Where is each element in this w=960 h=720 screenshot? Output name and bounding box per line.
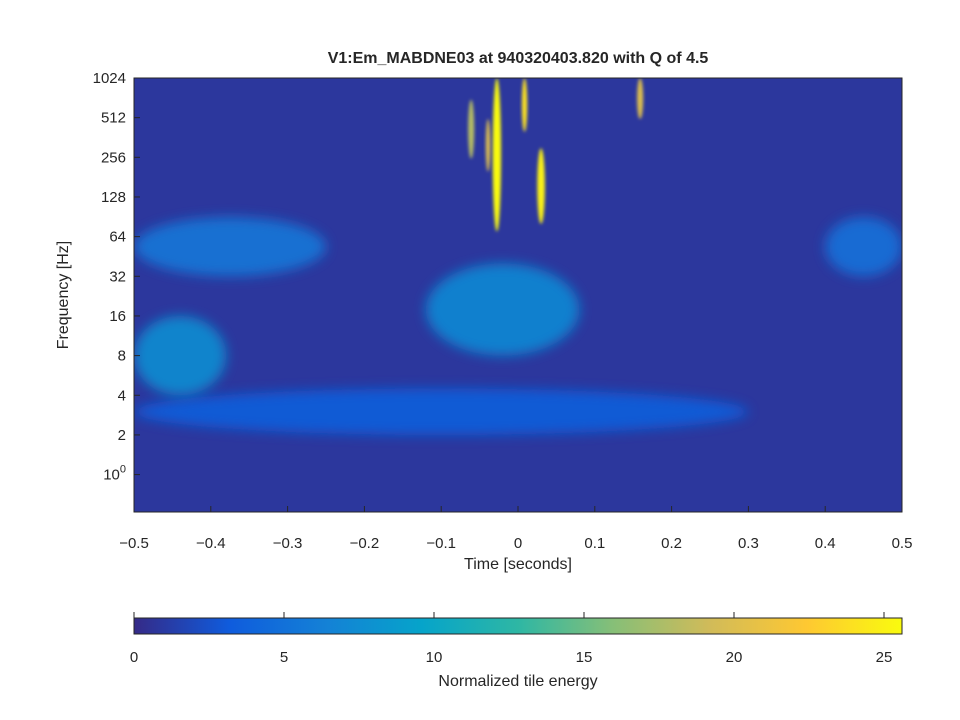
x-tick-label: 0.5 bbox=[892, 535, 913, 552]
colorbar-gradient bbox=[133, 617, 903, 635]
colorbar-tick-label: 20 bbox=[726, 649, 743, 666]
feature-blob-16Hz-center bbox=[425, 263, 580, 356]
colorbar-tick-label: 0 bbox=[130, 649, 138, 666]
feature-glitch-4 bbox=[637, 78, 644, 120]
spectrogram-plot bbox=[134, 78, 902, 512]
y-tick-label: 32 bbox=[109, 268, 126, 285]
y-tick-label: 512 bbox=[101, 110, 126, 127]
feature-blob-6Hz-left bbox=[134, 315, 227, 396]
y-tick-label: 128 bbox=[101, 189, 126, 206]
feature-glitch-2 bbox=[537, 148, 545, 224]
colorbar-tick-label: 10 bbox=[426, 649, 443, 666]
y-tick-label: 256 bbox=[101, 149, 126, 166]
x-axis-label: Time [seconds] bbox=[464, 556, 572, 573]
y-tick-label: 100 bbox=[103, 464, 126, 484]
colorbar-label: Normalized tile energy bbox=[438, 673, 597, 690]
x-tick-label: −0.4 bbox=[196, 535, 226, 552]
feature-glitch-5 bbox=[468, 99, 475, 159]
x-tick-label: 0.3 bbox=[738, 535, 759, 552]
x-tick-label: 0.4 bbox=[815, 535, 836, 552]
x-tick-label: 0.1 bbox=[584, 535, 605, 552]
y-tick-exponent: 0 bbox=[120, 464, 126, 476]
x-tick-label: 0 bbox=[514, 535, 522, 552]
colorbar-tick-label: 15 bbox=[576, 649, 593, 666]
colorbar-ticks: 0 5 10 15 20 25 bbox=[130, 612, 893, 666]
chart-title: V1:Em_MABDNE03 at 940320403.820 with Q o… bbox=[328, 50, 709, 67]
feature-low-band-2-4Hz bbox=[134, 388, 749, 435]
y-tick-label: 2 bbox=[118, 427, 126, 444]
colorbar: 0 5 10 15 20 25 Normalized tile energy bbox=[130, 612, 903, 690]
feature-band-40-64Hz-right bbox=[825, 217, 902, 277]
x-tick-label: −0.1 bbox=[426, 535, 456, 552]
colorbar-tick-label: 5 bbox=[280, 649, 288, 666]
y-axis-label: Frequency [Hz] bbox=[55, 241, 72, 349]
y-tick-label: 16 bbox=[109, 308, 126, 325]
colorbar-tick-label: 25 bbox=[876, 649, 893, 666]
feature-glitch-3 bbox=[521, 78, 528, 132]
y-tick-label: 64 bbox=[109, 229, 126, 246]
x-tick-label: 0.2 bbox=[661, 535, 682, 552]
x-axis-ticks: −0.5 −0.4 −0.3 −0.2 −0.1 0 0.1 0.2 0.3 0.4 0.5 bbox=[119, 506, 912, 552]
feature-glitch-1 bbox=[492, 78, 502, 232]
feature-glitch-6 bbox=[485, 119, 491, 172]
feature-band-40-64Hz bbox=[134, 217, 326, 277]
y-axis-ticks: 1024 512 256 128 64 32 16 8 4 2 100 bbox=[93, 70, 140, 484]
y-tick-label: 4 bbox=[118, 387, 126, 404]
energy-features bbox=[134, 78, 902, 435]
x-tick-label: −0.2 bbox=[350, 535, 380, 552]
x-tick-label: −0.3 bbox=[273, 535, 303, 552]
y-tick-label: 1024 bbox=[93, 70, 126, 87]
y-tick-label: 8 bbox=[118, 348, 126, 365]
x-tick-label: −0.5 bbox=[119, 535, 149, 552]
